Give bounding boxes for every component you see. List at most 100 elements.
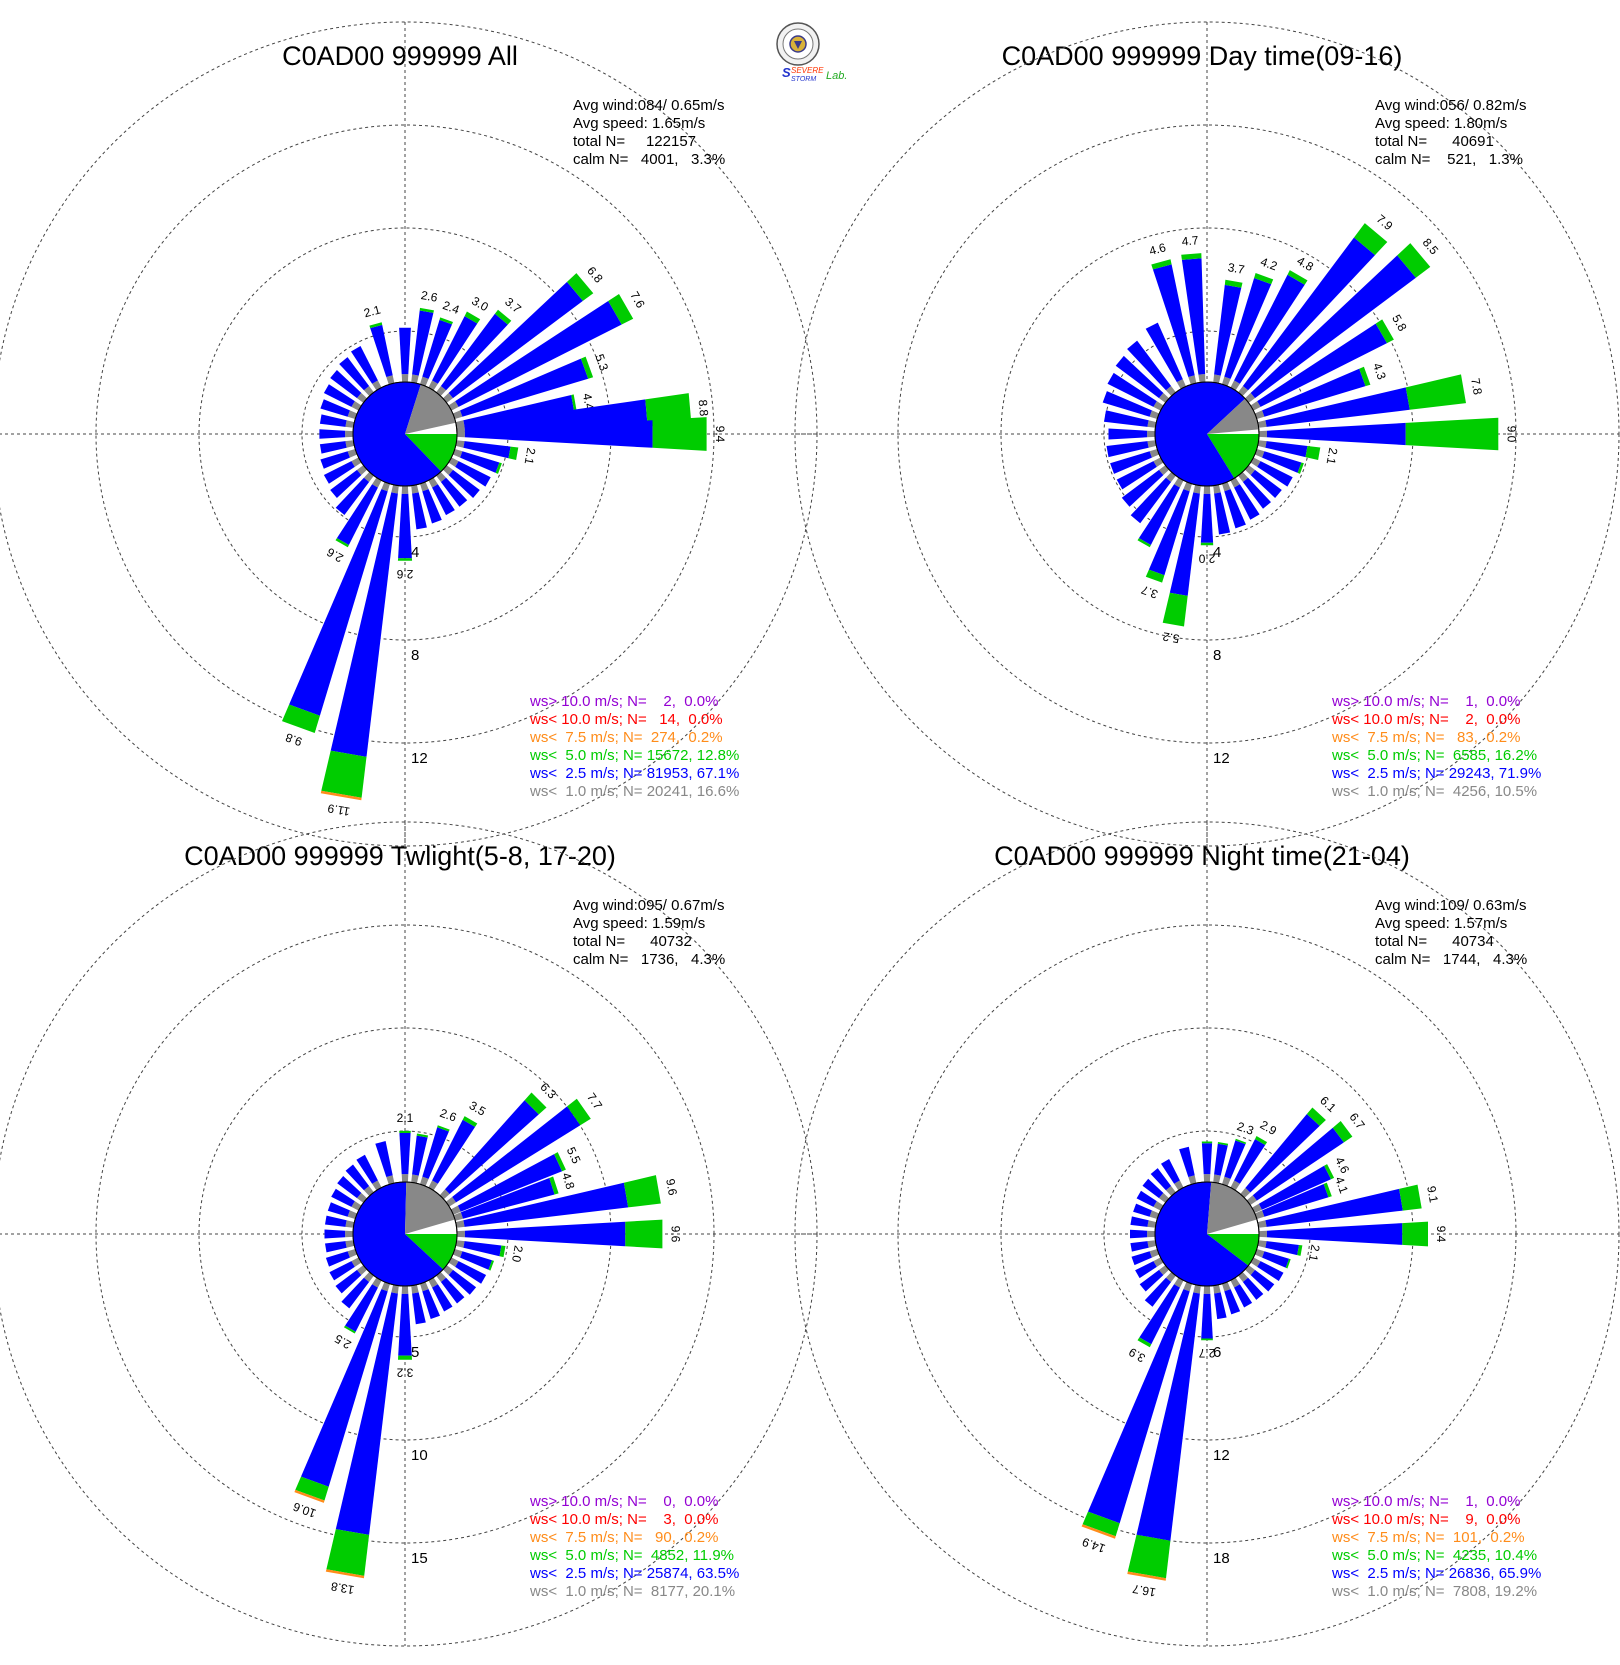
bar-calm-segment (1147, 1220, 1157, 1228)
legend-entry: ws< 2.5 m/s; N= 25874, 63.5% (529, 1565, 739, 1582)
bar-segment-green (464, 311, 481, 324)
bar-calm-segment (1153, 1257, 1164, 1267)
bar-segment-blue (422, 489, 442, 524)
bar-label: 2.4 (441, 298, 462, 317)
bar-segment-blue (1214, 1292, 1227, 1320)
bar-segment-blue (1242, 477, 1271, 509)
bar-segment-orange (325, 1569, 365, 1579)
bar-segment-blue (1136, 1292, 1200, 1541)
bar-segment-orange (294, 1489, 325, 1503)
bar-segment-blue (327, 1202, 350, 1217)
bar-segment-green (549, 1176, 559, 1195)
bar-label: 6.7 (1346, 1110, 1367, 1132)
bar-segment-blue (460, 358, 589, 417)
bar-calm-segment (1222, 1176, 1231, 1187)
bar-label: 9.6 (663, 1178, 680, 1197)
pie-slice-blue (353, 1181, 444, 1286)
bar-label: 11.9 (326, 801, 351, 819)
bar-segment-blue (351, 346, 378, 384)
bar-segment-blue (398, 493, 412, 559)
bar-segment-green (1324, 1164, 1335, 1180)
bar-label: 10.6 (291, 1499, 318, 1520)
legend-entry: ws> 10.0 m/s; N= 1, 0.0% (1331, 1493, 1520, 1510)
legend-entry: ws< 1.0 m/s; N= 4256, 10.5% (1331, 783, 1537, 800)
bar-segment-green (343, 1325, 356, 1334)
logo-line1: SEVERE (791, 66, 824, 75)
bar-label: 2.5 (332, 1331, 354, 1352)
bar-calm-segment (363, 386, 374, 397)
bar-segment-green (1375, 319, 1394, 344)
bar-calm-segment (1238, 471, 1249, 482)
ring-label: 8 (411, 647, 419, 664)
bar-calm-segment (1159, 1192, 1170, 1203)
bar-calm-segment (1254, 410, 1265, 419)
bar-segment-blue (1139, 1284, 1180, 1345)
bar-segment-blue (1148, 489, 1190, 576)
panel-title: C0AD00 999999 Day time(09-16) (1002, 41, 1403, 71)
bar-label: 8.5 (1420, 236, 1442, 258)
bar-segment-green (1217, 1142, 1229, 1146)
bar-label: 16.7 (1131, 1582, 1157, 1600)
pie-slice-grey (1207, 398, 1259, 434)
bar-segment-blue (398, 1293, 412, 1356)
pie-slice-green (405, 434, 458, 472)
bar-segment-blue (335, 1269, 362, 1294)
windrose-panel: C0AD00 999999 Day time(09-16) 4 8 12 4.6 4.7 3… (794, 21, 1620, 847)
bar-label: 5.5 (564, 1145, 584, 1166)
bar-segment-blue (324, 1229, 346, 1239)
bar-segment-green (608, 294, 634, 325)
bar-segment-blue (440, 1277, 465, 1304)
bar-calm-segment (1159, 1265, 1170, 1276)
bar-calm-segment (1213, 374, 1221, 384)
bar-calm-segment (456, 425, 465, 433)
bar-label: 5.2 (1161, 629, 1180, 646)
bar-calm-segment (1203, 1174, 1211, 1183)
bar-calm-segment (445, 1196, 456, 1207)
bar-segment-blue (1262, 368, 1366, 417)
stats-line: total N= 122157 (573, 133, 696, 150)
bar-calm-segment (420, 376, 429, 387)
pie-slice-blue (353, 381, 442, 486)
bar-segment-green (1397, 243, 1431, 278)
bar-segment-blue (1234, 274, 1305, 384)
pie-slice-blue (1154, 1182, 1249, 1287)
bar-segment-blue (1265, 387, 1410, 427)
bar-label: 5.3 (592, 352, 611, 373)
bar-label: 2.6 (324, 545, 346, 566)
bar-calm-segment (1230, 1277, 1240, 1288)
bar-segment-green (1405, 417, 1499, 451)
bar-segment-blue (1257, 1261, 1284, 1281)
bar-label: 9.4 (1434, 1226, 1448, 1243)
bar-segment-blue (412, 1135, 428, 1176)
bar-calm-segment (439, 1189, 450, 1200)
bar-label: 2.7 (1198, 1346, 1215, 1360)
bar-calm-segment (345, 420, 355, 428)
bar-segment-blue (1201, 1293, 1213, 1339)
bar-segment-blue (1262, 451, 1302, 473)
ring-label: 12 (1213, 750, 1230, 767)
bar-segment-blue (1138, 484, 1180, 545)
bar-segment-blue (448, 469, 480, 498)
bar-segment-blue (336, 484, 378, 545)
panel-title: C0AD00 999999 All (282, 41, 518, 71)
bar-calm-segment (456, 430, 465, 438)
bar-calm-segment (1257, 420, 1267, 428)
svg-text:S: S (782, 65, 791, 80)
bar-calm-segment (372, 1277, 382, 1288)
bar-calm-segment (1250, 1257, 1261, 1267)
bar-calm-segment (448, 457, 459, 467)
bar-segment-blue (319, 429, 346, 439)
bar-segment-blue (455, 301, 622, 407)
ring-label: 12 (1213, 1447, 1230, 1464)
bar-calm-segment (391, 1284, 399, 1294)
severe-storm-lab-logo: S SEVERE STORM Lab. (776, 22, 847, 83)
bar-calm-segment (1147, 430, 1156, 438)
bar-calm-segment (357, 392, 368, 403)
pie-slice-green (1207, 434, 1259, 479)
ring-label: 6 (1213, 1344, 1221, 1361)
ring-label: 10 (411, 1447, 428, 1464)
bar-calm-segment (1165, 471, 1176, 482)
bar-calm-segment (1149, 410, 1160, 419)
bar-calm-segment (1230, 477, 1240, 488)
bar-calm-segment (347, 410, 358, 419)
